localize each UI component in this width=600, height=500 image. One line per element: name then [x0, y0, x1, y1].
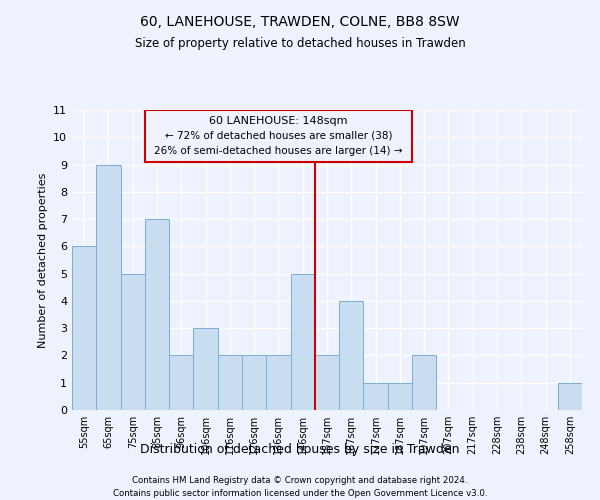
Bar	[96, 164, 121, 410]
Bar	[315, 356, 339, 410]
Text: Size of property relative to detached houses in Trawden: Size of property relative to detached ho…	[134, 38, 466, 51]
Bar	[169, 356, 193, 410]
Bar	[121, 274, 145, 410]
Text: 60 LANEHOUSE: 148sqm: 60 LANEHOUSE: 148sqm	[209, 116, 347, 126]
Y-axis label: Number of detached properties: Number of detached properties	[38, 172, 47, 348]
Bar	[193, 328, 218, 410]
Bar	[558, 382, 582, 410]
Text: Distribution of detached houses by size in Trawden: Distribution of detached houses by size …	[140, 442, 460, 456]
Text: 60, LANEHOUSE, TRAWDEN, COLNE, BB8 8SW: 60, LANEHOUSE, TRAWDEN, COLNE, BB8 8SW	[140, 15, 460, 29]
Text: 26% of semi-detached houses are larger (14) →: 26% of semi-detached houses are larger (…	[154, 146, 403, 156]
Bar	[364, 382, 388, 410]
Bar	[242, 356, 266, 410]
Bar	[72, 246, 96, 410]
Bar	[412, 356, 436, 410]
Bar	[290, 274, 315, 410]
Bar	[266, 356, 290, 410]
Bar	[145, 219, 169, 410]
Text: Contains public sector information licensed under the Open Government Licence v3: Contains public sector information licen…	[113, 489, 487, 498]
Text: Contains HM Land Registry data © Crown copyright and database right 2024.: Contains HM Land Registry data © Crown c…	[132, 476, 468, 485]
Bar	[339, 301, 364, 410]
Bar	[218, 356, 242, 410]
Text: ← 72% of detached houses are smaller (38): ← 72% of detached houses are smaller (38…	[164, 131, 392, 141]
Bar	[388, 382, 412, 410]
FancyBboxPatch shape	[145, 110, 412, 162]
